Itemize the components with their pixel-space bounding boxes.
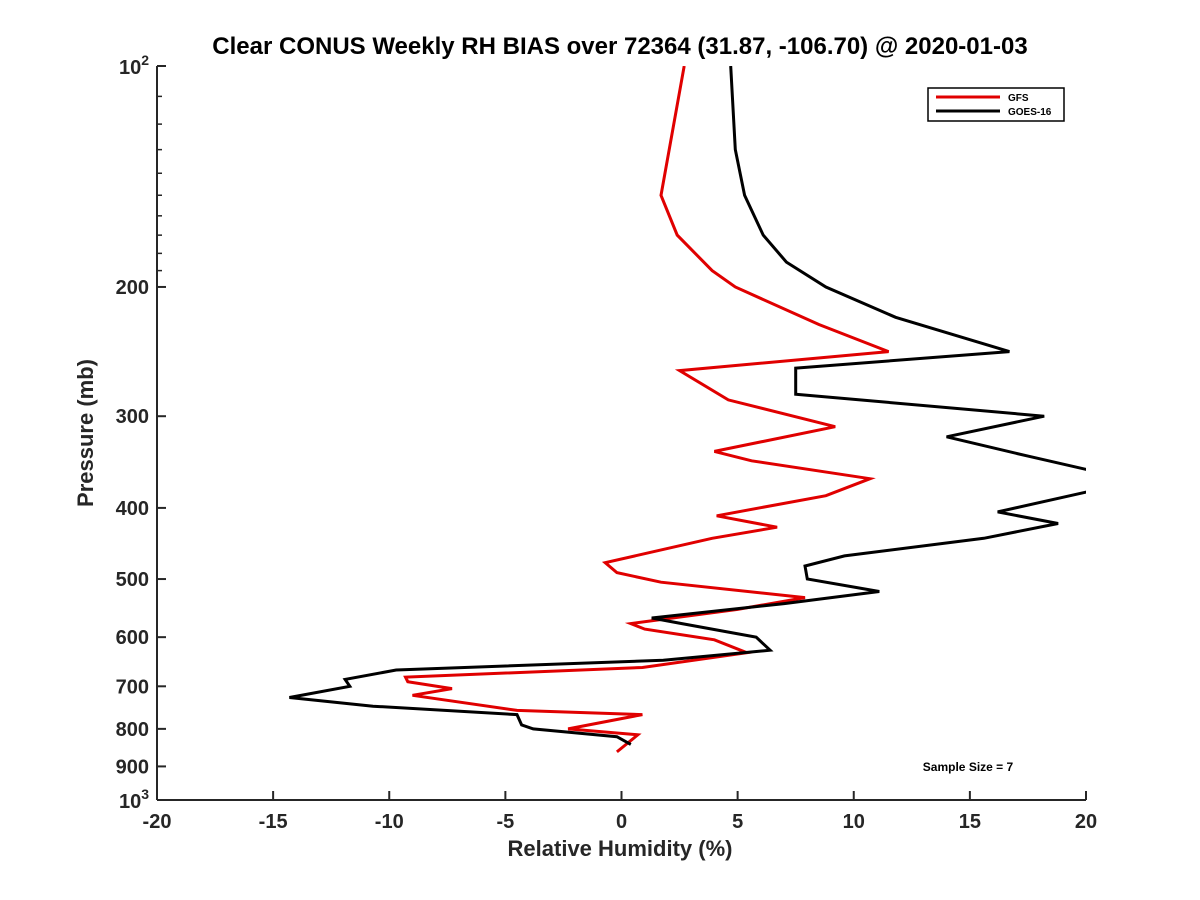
y-tick-label: 500	[116, 569, 149, 591]
x-tick-label: 0	[616, 811, 627, 833]
y-axis-label: Pressure (mb)	[73, 359, 98, 507]
legend-box	[927, 87, 1065, 122]
y-tick-label-top: 102	[119, 52, 149, 79]
plot-area	[289, 66, 1086, 754]
legend: GFS GOES-16	[927, 87, 1065, 122]
chart-title: Clear CONUS Weekly RH BIAS over 72364 (3…	[212, 33, 1027, 60]
x-tick-label: -5	[496, 811, 514, 833]
y-tick-label-bottom: 103	[119, 786, 149, 813]
x-tick-label: 10	[843, 811, 865, 833]
x-tick-label: -20	[143, 811, 172, 833]
y-tick-label: 400	[116, 498, 149, 520]
series-line-goes-16	[289, 66, 1086, 746]
y-tick-label: 700	[116, 676, 149, 698]
x-axis-label: Relative Humidity (%)	[508, 836, 733, 861]
legend-label: GOES-16	[1008, 107, 1052, 118]
y-tick-label: 300	[116, 406, 149, 428]
sample-size-annotation: Sample Size = 7	[923, 760, 1014, 774]
x-tick-label: 5	[732, 811, 743, 833]
y-axis-ticks: 200 300 400 500 600 700 800 900 102 103	[116, 52, 166, 813]
y-tick-label: 200	[116, 277, 149, 299]
y-tick-label: 900	[116, 756, 149, 778]
x-tick-label: -10	[375, 811, 404, 833]
x-tick-label: -15	[259, 811, 288, 833]
x-tick-label: 20	[1075, 811, 1097, 833]
y-tick-label: 600	[116, 627, 149, 649]
plot-axes	[156, 66, 1086, 801]
legend-label: GFS	[1008, 93, 1029, 104]
x-axis-ticks: -20 -15 -10 -5 0 5 10 15 20	[143, 791, 1097, 833]
x-tick-label: 15	[959, 811, 981, 833]
y-tick-label: 800	[116, 719, 149, 741]
series-line-gfs	[403, 66, 890, 754]
